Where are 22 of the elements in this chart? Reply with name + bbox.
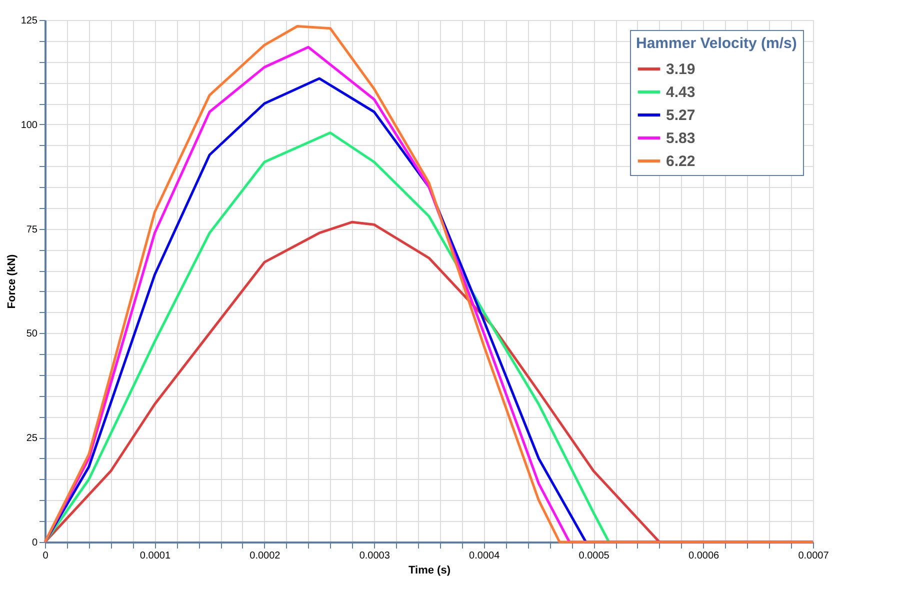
y-axis-title: Force (kN): [6, 254, 18, 309]
x-tick-label: 0.0006: [688, 550, 720, 562]
x-tick-label: 0.0005: [578, 550, 610, 562]
x-tick-label: 0.0003: [359, 550, 390, 562]
y-tick-label: 75: [26, 224, 38, 236]
y-tick-label: 25: [26, 433, 38, 444]
x-tick-label: 0.0002: [250, 550, 281, 562]
legend-label: 4.43: [666, 84, 696, 101]
legend-label: 3.19: [666, 61, 696, 78]
legend-label: 6.22: [666, 153, 696, 170]
x-tick-label: 0.0004: [469, 550, 500, 562]
y-tick-label: 125: [20, 16, 38, 26]
x-tick-label: 0.0007: [798, 550, 830, 562]
legend-label: 5.27: [666, 107, 696, 124]
y-tick-label: 100: [20, 120, 38, 131]
y-tick-label: 50: [26, 328, 38, 340]
x-axis-title: Time (s): [408, 564, 451, 576]
x-tick-label: 0.0001: [140, 550, 171, 562]
legend-title: Hammer Velocity (m/s): [636, 35, 797, 52]
y-tick-label: 0: [32, 538, 38, 548]
legend-label: 5.83: [666, 130, 696, 147]
x-tick-label: 0: [42, 550, 49, 562]
